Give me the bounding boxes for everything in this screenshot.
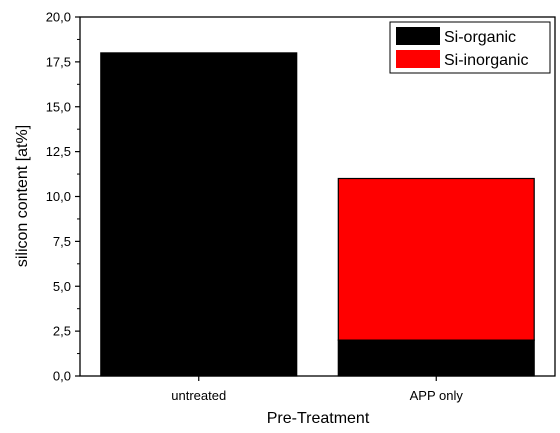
- bar-si-organic-untreated: [100, 52, 298, 377]
- x-tick-label: APP only: [410, 388, 464, 403]
- x-tick-label: untreated: [171, 388, 226, 403]
- bars-layer: [100, 52, 535, 377]
- y-tick-label: 15,0: [46, 99, 71, 114]
- y-tick-label: 20,0: [46, 10, 71, 25]
- legend-label-si-organic: Si-organic: [444, 29, 516, 46]
- y-tick-label: 7,5: [53, 234, 71, 249]
- legend-swatch-si-organic: [396, 27, 440, 45]
- x-axis-ticks: untreated APP only: [171, 376, 463, 403]
- bar-si-inorganic-app-only: [337, 177, 535, 341]
- y-axis-ticks: 0,0 2,5 5,0 7,5 10,0 12,5 15,0 17,5 20,0: [46, 10, 80, 384]
- legend-swatch-si-inorganic: [396, 50, 440, 68]
- y-tick-label: 17,5: [46, 54, 71, 69]
- y-tick-label: 0,0: [53, 369, 71, 384]
- y-axis-title: silicon content [at%]: [14, 125, 31, 267]
- y-tick-label: 5,0: [53, 279, 71, 294]
- bar-si-organic-app-only: [337, 339, 535, 377]
- legend: Si-organic Si-inorganic: [389, 21, 551, 74]
- y-tick-label: 10,0: [46, 189, 71, 204]
- y-tick-label: 12,5: [46, 144, 71, 159]
- x-axis-title: Pre-Treatment: [267, 410, 370, 427]
- y-tick-label: 2,5: [53, 324, 71, 339]
- legend-label-si-inorganic: Si-inorganic: [444, 52, 528, 69]
